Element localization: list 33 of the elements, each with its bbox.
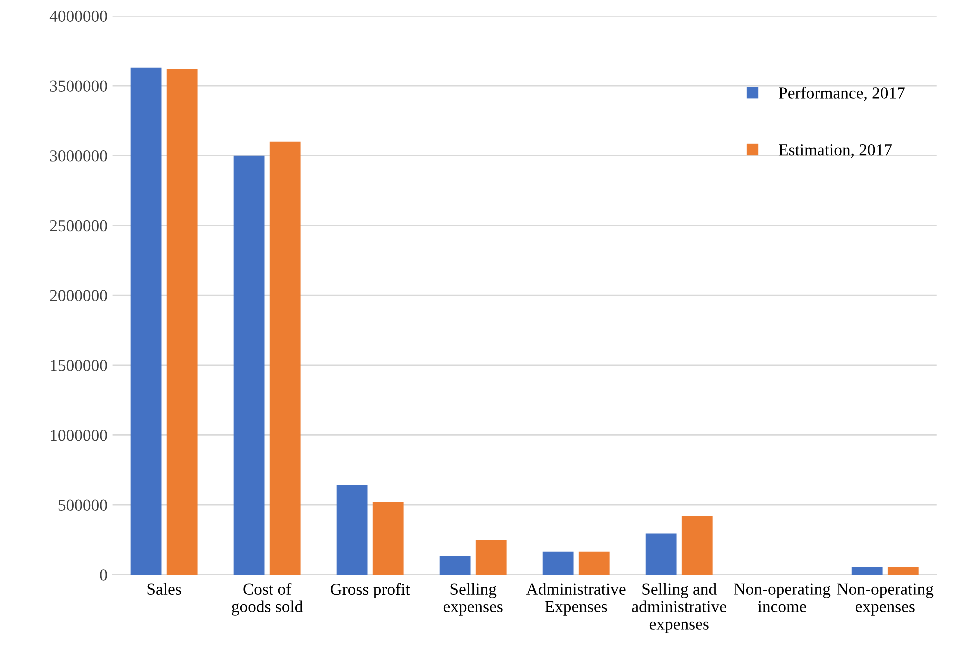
x-tick-label: Selling and administrative expenses	[632, 583, 726, 634]
x-tick-label: Selling expenses	[444, 583, 503, 616]
x-tick-label: Non-operating expenses	[837, 584, 934, 616]
y-tick-label: 1500000	[51, 360, 108, 372]
x-tick-label: Gross profit	[330, 583, 410, 599]
bar	[440, 556, 471, 575]
y-tick-label: 1000000	[51, 430, 108, 442]
bar	[682, 516, 713, 575]
y-tick-label: 500000	[58, 500, 108, 512]
legend-label: Performance, 2017	[779, 86, 905, 102]
x-tick-label: Non-operating income	[734, 584, 831, 612]
bar	[166, 69, 198, 575]
y-tick-label: 3500000	[50, 80, 108, 92]
y-tick-label: 4000000	[50, 10, 108, 22]
bar	[130, 68, 162, 575]
bar	[476, 540, 507, 575]
bar	[270, 142, 301, 575]
y-tick-label: 3000000	[50, 150, 108, 162]
bar	[646, 534, 677, 575]
x-tick-label: Cost of goods sold	[232, 583, 303, 616]
bar	[578, 552, 610, 575]
bar	[852, 567, 883, 575]
bar	[234, 156, 265, 575]
x-tick-label: Sales	[148, 583, 182, 596]
bar	[336, 486, 368, 575]
y-tick-label: 0	[100, 570, 108, 581]
bar	[372, 502, 404, 575]
legend-label: Estimation, 2017	[779, 144, 892, 158]
y-tick-label: 2000000	[50, 290, 108, 302]
x-tick-label: Administrative Expenses	[526, 583, 626, 616]
bar	[542, 552, 574, 575]
bar	[888, 567, 919, 575]
y-tick-label: 2500000	[50, 220, 108, 232]
